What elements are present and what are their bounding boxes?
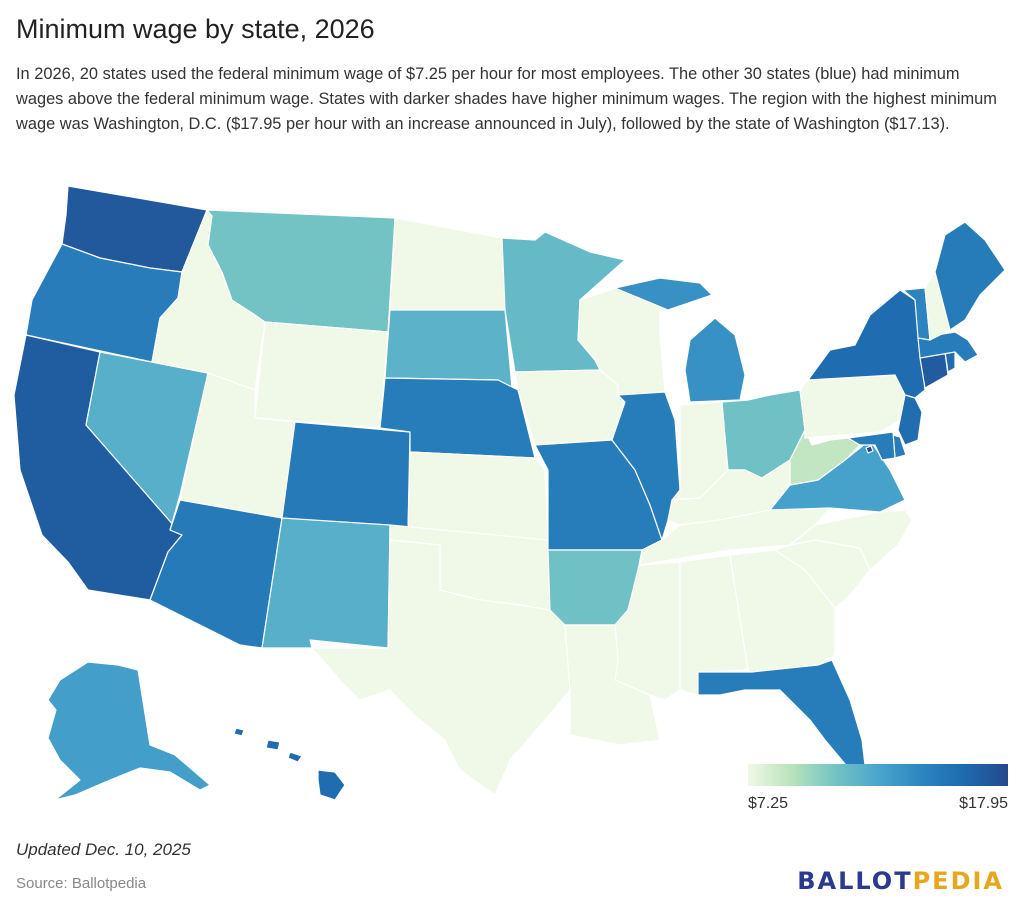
state-nm[interactable]: New Mexico [261, 517, 391, 649]
state-dc[interactable]: Washington, D.C. [865, 445, 874, 454]
states-layer: Washington Oregon California Nevada Idah… [13, 185, 1006, 801]
state-nc[interactable]: North Carolina [789, 509, 913, 571]
state-mi[interactable]: Michigan [614, 277, 746, 403]
ballotpedia-logo: BALLOTPEDIA [797, 867, 1004, 895]
state-ia[interactable]: Iowa [514, 369, 626, 446]
state-nd[interactable]: North Dakota [389, 217, 506, 311]
legend-gradient [748, 764, 1008, 786]
map-title: Minimum wage by state, 2026 [16, 14, 375, 44]
state-me[interactable]: Maine [934, 221, 1006, 331]
source-note: Source: Ballotpedia [16, 875, 147, 892]
state-co[interactable]: Colorado [281, 421, 411, 531]
state-ma[interactable]: Massachusetts [917, 331, 979, 363]
state-pa[interactable]: Pennsylvania [799, 374, 906, 439]
us-map: Washington Oregon California Nevada Idah… [13, 185, 1006, 801]
state-md[interactable]: Maryland [847, 431, 896, 461]
state-vt[interactable]: Vermont [902, 287, 931, 341]
logo-text-pedia: PEDIA [912, 867, 1004, 895]
state-nj[interactable]: New Jersey [897, 394, 923, 446]
state-ms[interactable]: Mississippi [614, 561, 681, 701]
state-fl[interactable]: Florida [697, 659, 866, 771]
state-ak[interactable]: Alaska [47, 661, 211, 801]
state-hi[interactable]: Hawaii [233, 727, 346, 801]
state-sd[interactable]: South Dakota [384, 309, 513, 389]
state-tx[interactable]: Texas [311, 539, 571, 796]
map-description: In 2026, 20 states used the federal mini… [16, 65, 997, 133]
logo-text-ballot: BALLOT [797, 867, 913, 895]
legend-min-label: $7.25 [748, 795, 789, 812]
state-wy[interactable]: Wyoming [254, 321, 389, 429]
color-legend: $7.25 $17.95 [748, 764, 1008, 817]
updated-date: Updated Dec. 10, 2025 [16, 840, 191, 859]
state-ks[interactable]: Kansas [407, 451, 549, 541]
legend-max-label: $17.95 [959, 795, 1008, 812]
